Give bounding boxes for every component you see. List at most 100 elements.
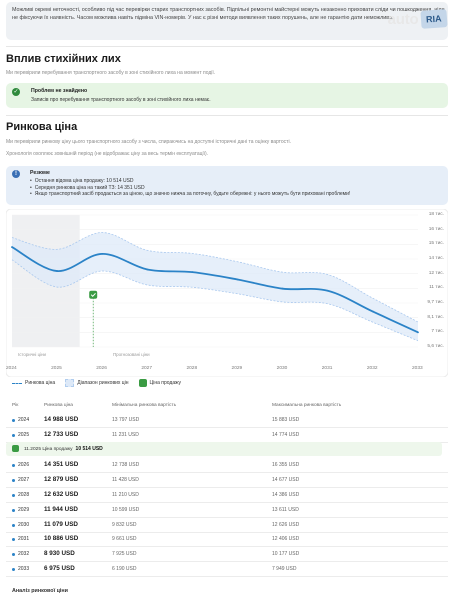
logo-auto: auto: [387, 10, 419, 28]
row-min: 11 210 USD: [112, 492, 139, 498]
row-dot: [12, 509, 15, 512]
row-price: 11 944 USD: [44, 506, 78, 513]
y-tick-label: 18 тис.: [428, 212, 444, 217]
row-year: 2025: [18, 432, 30, 438]
y-tick-label: 16 тис.: [428, 226, 444, 232]
sale-price: 10 514 USD: [75, 446, 103, 452]
divider: [6, 115, 448, 116]
row-max: 13 611 USD: [272, 507, 299, 513]
y-tick-label: 8,1 тис.: [427, 314, 444, 320]
market-price-point: [191, 271, 194, 274]
row-divider: [6, 472, 448, 473]
y-tick-label: 5,6 тис.: [427, 344, 444, 349]
analysis-title: Аналіз ринкової ціни: [12, 588, 68, 594]
row-price: 11 079 USD: [44, 521, 78, 528]
summary-title: Резюме: [30, 170, 50, 176]
row-price: 14 988 USD: [44, 416, 79, 423]
row-year: 2028: [18, 492, 30, 498]
table-row: 2025 12 733 USD 11 231 USD 14 774 USD: [6, 427, 448, 443]
legend-market-price: Ринкова ціна: [25, 380, 56, 386]
row-dot: [12, 494, 15, 497]
disclaimer-text: Можливі окремі неточності, особливо під …: [12, 7, 445, 22]
row-year: 2031: [18, 536, 30, 542]
market-price-point: [281, 287, 284, 290]
legend-sale: Ціна продажу: [149, 380, 182, 386]
row-divider: [6, 487, 448, 488]
market-price-point: [56, 270, 59, 272]
logo-ria: RIA: [419, 9, 447, 29]
row-dot: [12, 553, 15, 556]
chart-legend: Ринкова ціна Діапазон ринкових цін Ціна …: [12, 379, 181, 387]
x-tick-label: 2025: [51, 366, 62, 371]
market-price-point: [371, 310, 374, 313]
row-max: 10 177 USD: [272, 551, 300, 557]
row-divider: [6, 561, 448, 562]
sale-marker: [12, 445, 19, 452]
market-price-point: [101, 252, 104, 255]
market-price-point: [417, 331, 419, 334]
chart-svg: [6, 209, 448, 377]
row-min: 11 428 USD: [112, 477, 139, 483]
summary-item: Остання відома ціна продажу: 10 514 USD: [30, 178, 350, 185]
sale-marker: [89, 290, 98, 299]
info-icon: !: [12, 170, 20, 178]
sale-row-text: 11.2025 Ціна продажу 10 514 USD: [24, 446, 103, 452]
row-year: 2026: [18, 462, 30, 468]
disaster-subtitle: Ми перевірили перебування транспортного …: [6, 70, 216, 76]
col-year: Рік: [12, 403, 19, 408]
row-dot: [12, 524, 15, 527]
x-tick-label: 2024: [6, 366, 17, 371]
row-dot: [12, 538, 15, 541]
row-min: 7 925 USD: [112, 551, 137, 557]
row-price: 12 733 USD: [44, 431, 79, 438]
row-min: 12 738 USD: [112, 462, 140, 468]
row-max: 15 883 USD: [272, 417, 300, 423]
summary-list: Остання відома ціна продажу: 10 514 USD …: [30, 178, 351, 198]
x-tick-label: 2028: [186, 366, 198, 371]
row-max: 16 355 USD: [272, 462, 300, 468]
row-year: 2024: [18, 417, 30, 423]
x-tick-label: 2030: [276, 366, 288, 371]
row-year: 2033: [18, 566, 30, 572]
col-max: Максимальна ринкова вартість: [272, 403, 342, 408]
row-divider: [6, 532, 448, 533]
col-price: Ринкова ціна: [44, 403, 73, 408]
y-tick-label: 11 тис.: [429, 285, 444, 291]
row-divider: [6, 517, 448, 518]
col-min: Мінімальна ринкова вартість: [112, 403, 177, 408]
table-row: 2029 11 944 USD 10 599 USD 13 611 USD: [6, 502, 448, 518]
table-row: 2030 11 079 USD 9 832 USD 12 626 USD: [6, 517, 448, 533]
table-row: 2032 8 930 USD 7 925 USD 10 177 USD: [6, 546, 448, 562]
legend-band: Діапазон ринкових цін: [77, 380, 129, 386]
row-max: 14 677 USD: [272, 477, 300, 483]
row-dot: [12, 568, 15, 571]
auto-ria-logo[interactable]: auto RIA: [387, 9, 447, 29]
x-tick-label: 2026: [96, 366, 107, 371]
sale-price-row: 11.2025 Ціна продажу 10 514 USD: [6, 442, 442, 456]
x-tick-label: 2029: [231, 366, 243, 371]
summary-box: ! Резюме Остання відома ціна продажу: 10…: [6, 166, 448, 205]
divider: [6, 46, 448, 47]
y-tick-label: 7 тис.: [431, 329, 444, 335]
legend-sale-swatch: [138, 379, 147, 387]
row-max: 14 386 USD: [272, 492, 300, 498]
summary-item: Середня ринкова ціна на такий ТЗ: 14 351…: [30, 185, 350, 192]
y-tick-label: 14 тис.: [428, 256, 444, 261]
row-max: 12 406 USD: [272, 536, 300, 542]
x-tick-label: 2027: [141, 366, 152, 371]
row-price: 12 879 USD: [44, 476, 79, 483]
row-divider: [6, 502, 448, 503]
historical-period-label: Історичні ціни: [18, 352, 46, 357]
row-divider: [6, 576, 448, 577]
band-lower-edge: [11, 259, 419, 342]
row-min: 11 231 USD: [112, 432, 139, 438]
row-price: 12 632 USD: [44, 491, 79, 498]
row-min: 10 599 USD: [112, 507, 140, 513]
forecast-period-label: Прогнозовані ціни: [113, 352, 150, 357]
summary-item: Якщо транспортний засіб продається за ці…: [30, 191, 351, 198]
market-title: Ринкова ціна: [6, 121, 78, 133]
row-price: 8 930 USD: [44, 550, 75, 557]
row-year: 2029: [18, 507, 30, 513]
table-row: 2026 14 351 USD 12 738 USD 16 355 USD: [6, 457, 448, 473]
sale-date: 11.2025 Ціна продажу: [24, 447, 73, 452]
